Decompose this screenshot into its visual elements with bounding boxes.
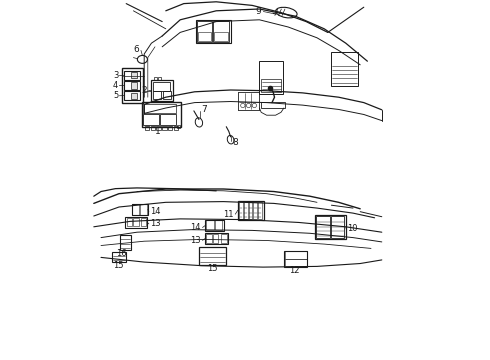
Bar: [177, 125, 180, 128]
Bar: [144, 104, 176, 113]
Bar: [285, 259, 307, 266]
Bar: [153, 77, 157, 80]
Bar: [140, 204, 147, 215]
Bar: [124, 71, 140, 80]
Bar: [151, 126, 155, 130]
Bar: [120, 235, 130, 250]
Bar: [198, 32, 211, 41]
Text: 2: 2: [142, 86, 147, 95]
Bar: [261, 79, 281, 92]
Bar: [213, 234, 219, 243]
Bar: [196, 20, 231, 43]
Text: 14: 14: [149, 207, 160, 216]
Bar: [331, 52, 358, 86]
Text: 4: 4: [113, 81, 118, 90]
Bar: [122, 68, 143, 103]
Bar: [156, 126, 161, 130]
Bar: [261, 102, 285, 108]
Text: 13: 13: [191, 236, 201, 245]
Bar: [284, 251, 307, 267]
Bar: [168, 126, 172, 130]
Bar: [244, 202, 247, 219]
Bar: [253, 202, 257, 219]
Bar: [132, 204, 139, 215]
Bar: [153, 82, 170, 91]
Bar: [162, 126, 167, 130]
Bar: [153, 91, 162, 99]
Bar: [285, 251, 307, 258]
Bar: [221, 234, 227, 243]
Bar: [131, 72, 137, 78]
Bar: [199, 247, 226, 265]
Text: 5: 5: [113, 91, 118, 100]
Text: 15: 15: [207, 264, 217, 273]
Bar: [205, 233, 228, 244]
Bar: [258, 202, 262, 219]
Bar: [112, 252, 126, 262]
Bar: [145, 126, 149, 130]
Bar: [214, 32, 228, 41]
Text: 11: 11: [223, 210, 233, 219]
Bar: [126, 218, 132, 226]
Bar: [158, 77, 162, 80]
Bar: [205, 220, 224, 231]
Text: 7: 7: [201, 105, 207, 114]
Bar: [131, 82, 137, 89]
Bar: [141, 218, 147, 226]
Text: 14: 14: [191, 223, 201, 232]
Bar: [160, 114, 176, 125]
Text: 3: 3: [113, 71, 118, 80]
Bar: [131, 93, 137, 99]
Bar: [151, 80, 173, 101]
Bar: [133, 218, 139, 226]
Bar: [331, 216, 344, 238]
Bar: [216, 220, 222, 230]
Bar: [259, 61, 283, 94]
Bar: [206, 220, 214, 230]
Bar: [316, 216, 330, 238]
Text: 13: 13: [149, 220, 160, 229]
Bar: [132, 204, 148, 215]
Bar: [239, 202, 243, 219]
Text: 10: 10: [347, 224, 358, 233]
Bar: [238, 201, 264, 220]
Text: 16: 16: [117, 249, 127, 258]
Bar: [144, 114, 159, 125]
Bar: [174, 126, 178, 130]
Bar: [213, 21, 229, 42]
Bar: [206, 234, 212, 243]
Bar: [142, 102, 180, 127]
Bar: [197, 21, 212, 42]
Bar: [124, 81, 140, 90]
Bar: [163, 91, 171, 99]
Text: 12: 12: [290, 266, 300, 275]
Bar: [248, 202, 252, 219]
Bar: [315, 215, 346, 239]
Text: 1: 1: [155, 127, 161, 136]
Bar: [124, 91, 140, 100]
Text: 8: 8: [232, 138, 238, 147]
Text: 6: 6: [134, 45, 140, 54]
Text: 9: 9: [255, 7, 261, 16]
Text: 15: 15: [113, 261, 123, 270]
Bar: [125, 217, 147, 228]
